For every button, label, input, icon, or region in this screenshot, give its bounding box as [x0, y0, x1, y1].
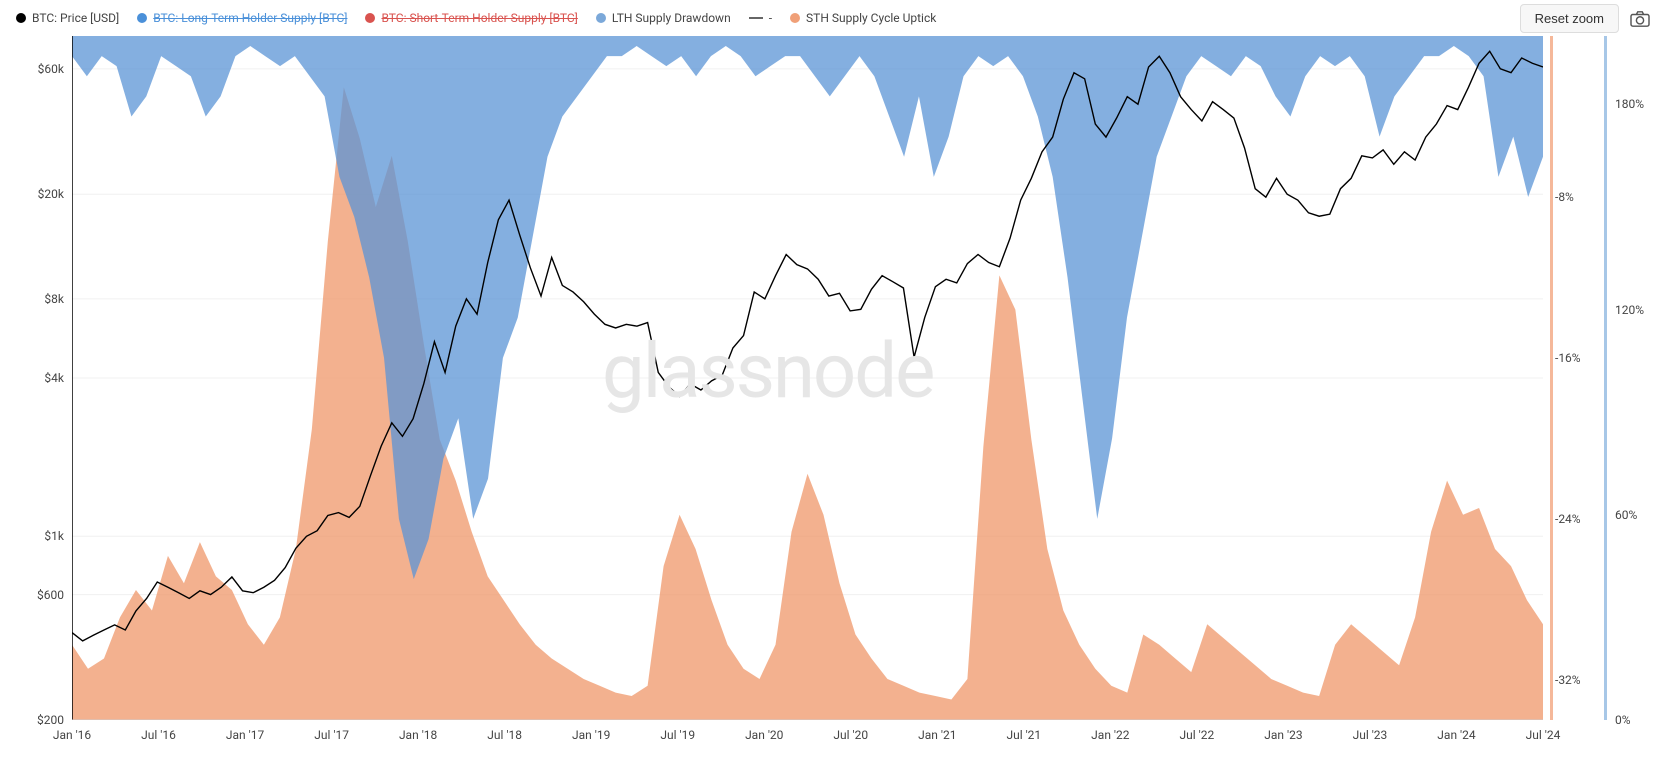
- y-tick-left: $200: [37, 713, 64, 727]
- y-tick-left: $4k: [44, 371, 64, 385]
- legend-dot-icon: [16, 13, 26, 23]
- legend-item[interactable]: BTC: Short-Term Holder Supply [BTC]: [365, 11, 577, 25]
- reset-zoom-button[interactable]: Reset zoom: [1520, 4, 1619, 33]
- chart-controls: Reset zoom: [1520, 4, 1651, 33]
- y-axis-right-drawdown: -8% -16% -24% -32%: [1547, 36, 1603, 720]
- camera-icon[interactable]: [1629, 10, 1651, 28]
- x-tick: Jan '23: [1264, 728, 1302, 742]
- x-tick: Jan '20: [745, 728, 783, 742]
- y-tick-left: $600: [37, 588, 64, 602]
- y-tick-drawdown: -32%: [1555, 673, 1581, 687]
- legend-dot-icon: [596, 13, 606, 23]
- legend-dash-icon: [749, 17, 763, 19]
- x-tick: Jul '18: [487, 728, 522, 742]
- x-tick: Jan '16: [53, 728, 91, 742]
- legend-label: BTC: Short-Term Holder Supply [BTC]: [381, 11, 577, 25]
- x-tick: Jul '19: [660, 728, 695, 742]
- x-tick: Jan '21: [918, 728, 956, 742]
- x-tick: Jul '16: [141, 728, 176, 742]
- chart-svg: [72, 36, 1543, 720]
- legend-dot-icon: [137, 13, 147, 23]
- y-axis-left: $200$600$1k$4k$8k$20k$60k: [0, 36, 72, 720]
- legend-dot-icon: [365, 13, 375, 23]
- legend-item[interactable]: -: [749, 11, 772, 25]
- legend-label: BTC: Long-Term Holder Supply [BTC]: [153, 11, 347, 25]
- y-tick-left: $1k: [44, 529, 64, 543]
- legend-dot-icon: [790, 13, 800, 23]
- legend-label: BTC: Price [USD]: [32, 11, 119, 25]
- legend-item[interactable]: STH Supply Cycle Uptick: [790, 11, 936, 25]
- y-tick-drawdown: -24%: [1555, 512, 1581, 526]
- y-tick-left: $20k: [38, 187, 64, 201]
- x-tick: Jan '19: [572, 728, 610, 742]
- axis-indicator-drawdown: [1604, 36, 1607, 720]
- chart-plot-area[interactable]: glassnode: [72, 36, 1543, 720]
- y-tick-uptick: 0%: [1615, 713, 1631, 727]
- x-tick: Jan '24: [1437, 728, 1475, 742]
- y-tick-drawdown: -16%: [1555, 351, 1581, 365]
- chart-legend: BTC: Price [USD] BTC: Long-Term Holder Su…: [0, 0, 1663, 36]
- x-tick: Jul '24: [1526, 728, 1561, 742]
- axis-indicator-uptick: [1550, 36, 1553, 720]
- x-tick: Jul '21: [1006, 728, 1041, 742]
- y-tick-uptick: 180%: [1615, 97, 1644, 111]
- y-tick-left: $60k: [38, 62, 64, 76]
- x-tick: Jan '18: [399, 728, 437, 742]
- x-tick: Jan '22: [1091, 728, 1129, 742]
- legend-label: STH Supply Cycle Uptick: [806, 11, 936, 25]
- y-tick-uptick: 60%: [1615, 508, 1637, 522]
- y-tick-left: $8k: [44, 292, 64, 306]
- y-tick-drawdown: -8%: [1555, 190, 1574, 204]
- x-axis: Jan '16Jul '16Jan '17Jul '17Jan '18Jul '…: [72, 720, 1543, 760]
- legend-item[interactable]: BTC: Price [USD]: [16, 11, 119, 25]
- legend-label: LTH Supply Drawdown: [612, 11, 731, 25]
- x-tick: Jul '20: [833, 728, 868, 742]
- y-axis-right-uptick: 0%60%120%180%: [1607, 36, 1663, 720]
- x-tick: Jul '23: [1353, 728, 1388, 742]
- legend-item[interactable]: BTC: Long-Term Holder Supply [BTC]: [137, 11, 347, 25]
- y-tick-uptick: 120%: [1615, 303, 1644, 317]
- legend-item[interactable]: LTH Supply Drawdown: [596, 11, 731, 25]
- x-tick: Jan '17: [226, 728, 264, 742]
- legend-label: -: [769, 11, 772, 25]
- x-tick: Jul '22: [1180, 728, 1215, 742]
- x-tick: Jul '17: [314, 728, 349, 742]
